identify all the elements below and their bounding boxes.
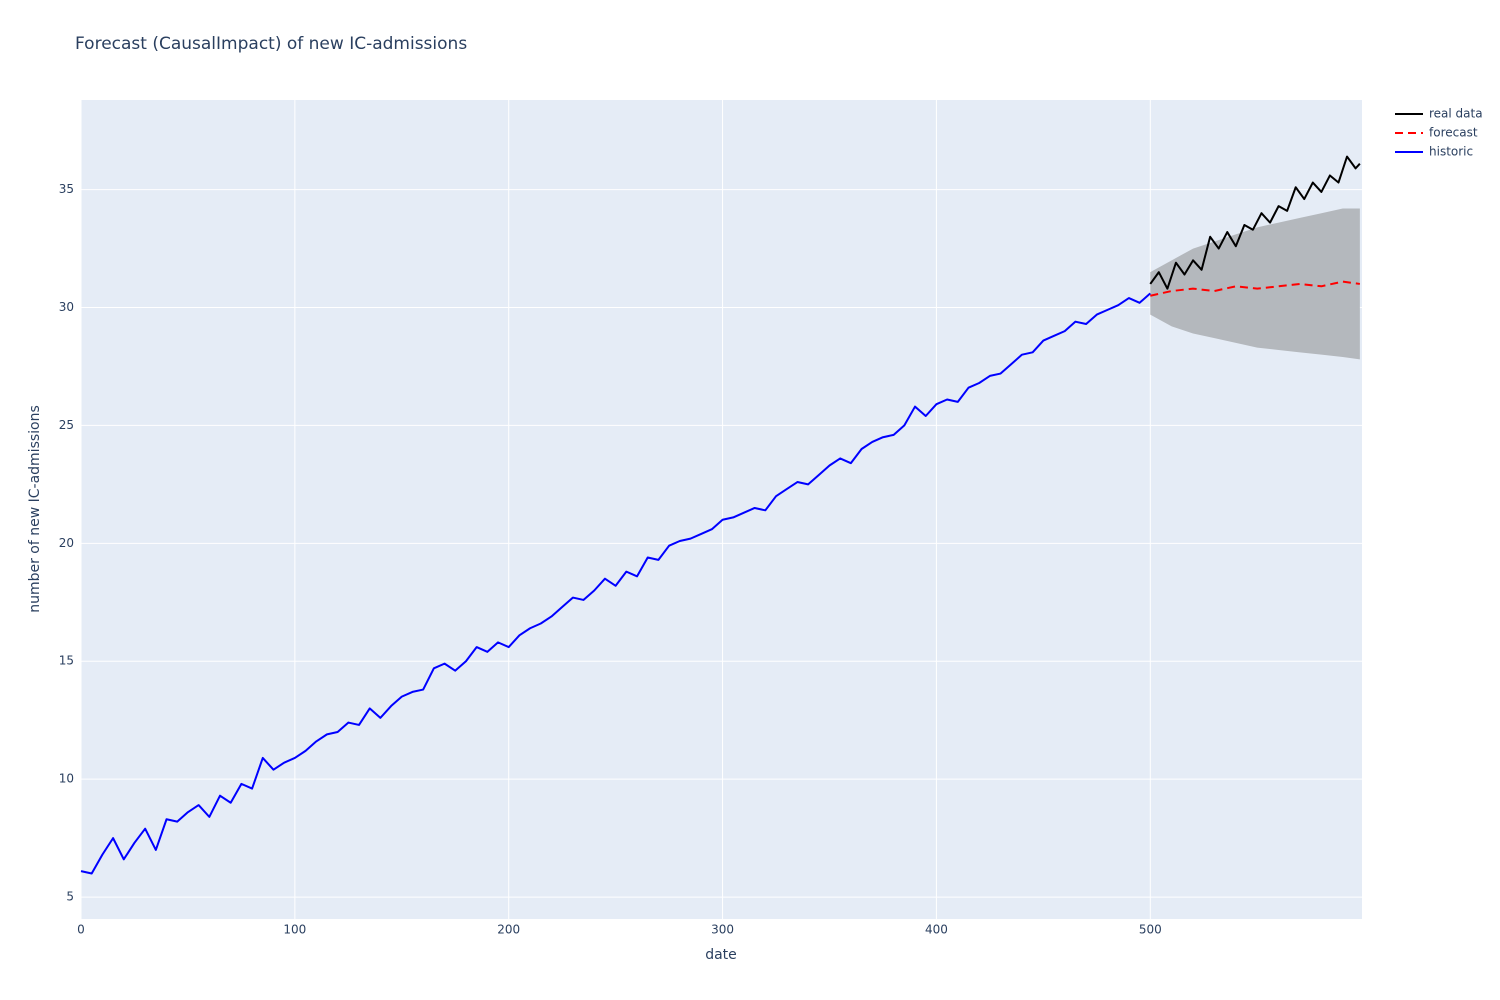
series-line (80, 292, 1151, 875)
y-tick-label: 30 (59, 300, 74, 314)
y-tick-label: 25 (59, 418, 74, 432)
grid (80, 100, 1362, 919)
y-tick-label: 15 (59, 654, 74, 668)
confidence-band (1150, 208, 1360, 360)
legend: real data forecast historic (1395, 107, 1483, 159)
y-tick-label: 10 (59, 772, 74, 786)
y-tick-label: 20 (59, 536, 74, 550)
legend-label: historic (1429, 145, 1473, 159)
legend-label: real data (1429, 107, 1483, 121)
plot-area (81, 100, 1362, 919)
series-line (1149, 155, 1361, 290)
x-tick-label: 500 (1139, 923, 1162, 937)
series-line (1150, 280, 1360, 297)
x-tick-label: 100 (283, 923, 306, 937)
chart-title: Forecast (CausalImpact) of new IC-admiss… (75, 34, 467, 54)
x-axis-label: date (705, 947, 737, 963)
x-tick-label: 300 (711, 923, 734, 937)
y-tick-label: 35 (59, 182, 74, 196)
x-tick-label: 0 (77, 923, 85, 937)
marks (80, 155, 1361, 875)
x-tick-label: 200 (497, 923, 520, 937)
y-axis-label: number of new IC-admissions (27, 405, 43, 613)
y-tick-label: 5 (66, 890, 74, 904)
labels: 5 10 15 20 25 30 35 0 100 200 300 400 500 (59, 182, 1162, 936)
legend-label: forecast (1429, 126, 1478, 140)
x-tick-label: 400 (925, 923, 948, 937)
